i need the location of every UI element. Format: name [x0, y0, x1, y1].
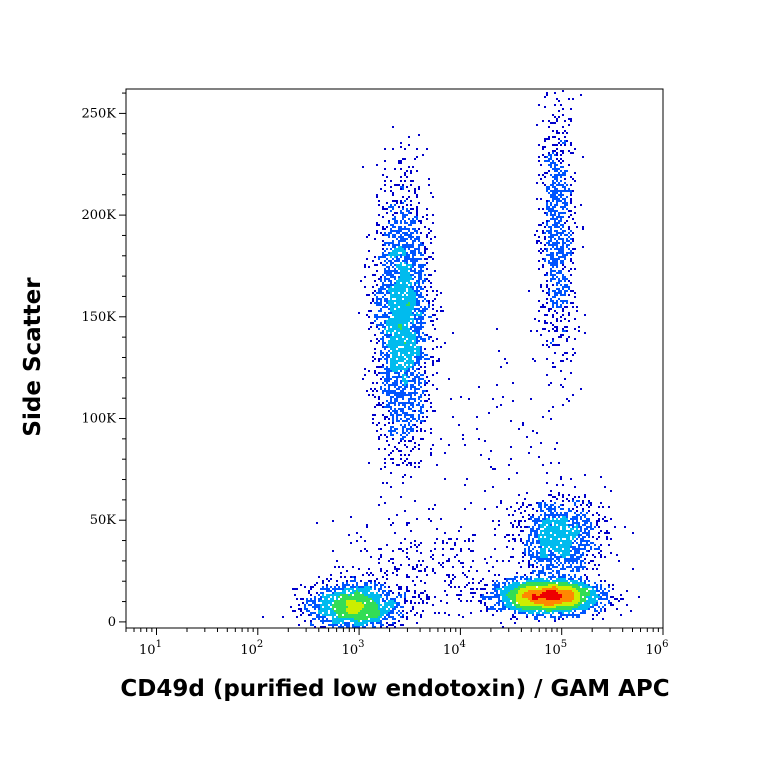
density-point-group: [332, 302, 590, 622]
plot-frame: [125, 88, 664, 629]
density-point-group: [522, 586, 574, 606]
y-tick-label: 100K: [81, 412, 116, 427]
x-axis-label: CD49d (purified low endotoxin) / GAM APC: [120, 676, 669, 702]
data-points: [262, 90, 640, 628]
x-tick-label: 106: [646, 639, 669, 658]
y-tick-label: 250K: [81, 106, 116, 121]
density-point-group: [346, 584, 580, 614]
y-axis-label: Side Scatter: [20, 277, 46, 437]
density-point-group: [318, 246, 600, 626]
x-tick-label: 101: [139, 639, 162, 658]
x-tick-label: 103: [342, 639, 365, 658]
y-tick-label: 150K: [81, 310, 116, 325]
density-point-group: [532, 590, 562, 600]
y-tick-label: 0: [108, 615, 116, 630]
y-axis: 0 50K 100K 150K 200K 250K: [81, 92, 126, 630]
y-tick-label: 50K: [90, 513, 117, 528]
x-axis: 101 102 103 104 105 106: [125, 628, 669, 658]
x-tick-label: 102: [240, 639, 263, 658]
x-tick-label: 105: [544, 639, 567, 658]
density-point-group: [304, 140, 610, 628]
x-tick-label: 104: [443, 639, 466, 658]
y-tick-label: 200K: [81, 208, 116, 223]
